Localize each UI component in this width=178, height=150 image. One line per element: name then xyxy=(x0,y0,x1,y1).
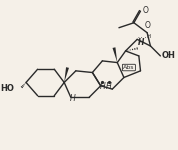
Text: H: H xyxy=(106,82,112,91)
Text: O: O xyxy=(142,6,148,15)
Text: H: H xyxy=(70,94,75,103)
Text: H: H xyxy=(138,38,144,47)
Polygon shape xyxy=(64,67,69,83)
Text: OH: OH xyxy=(162,51,176,60)
Text: HO: HO xyxy=(1,84,14,93)
Text: H: H xyxy=(100,82,105,91)
Text: ...H: ...H xyxy=(136,33,151,39)
Text: O: O xyxy=(145,21,151,30)
Text: Abs: Abs xyxy=(123,65,135,70)
Polygon shape xyxy=(112,47,117,63)
